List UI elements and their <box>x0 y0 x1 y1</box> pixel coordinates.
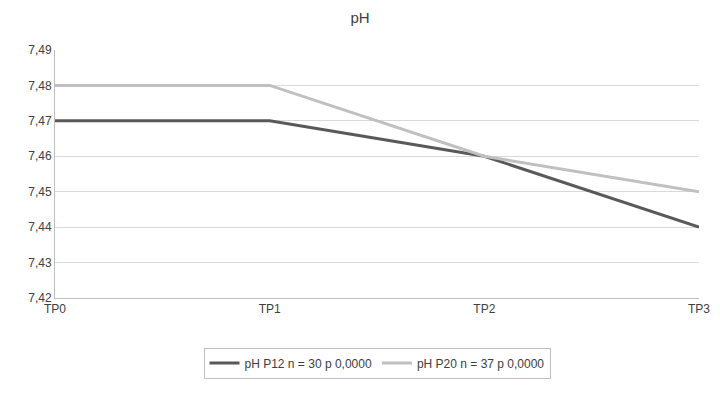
svg-text:7,48: 7,48 <box>28 79 52 93</box>
svg-text:pH P12 n = 30 p 0,0000: pH P12 n = 30 p 0,0000 <box>245 357 372 371</box>
svg-text:pH: pH <box>350 9 369 26</box>
svg-text:pH P20 n = 37 p 0,0000: pH P20 n = 37 p 0,0000 <box>417 357 544 371</box>
svg-text:TP3: TP3 <box>688 302 710 316</box>
svg-text:TP1: TP1 <box>259 302 281 316</box>
svg-text:7,43: 7,43 <box>28 256 52 270</box>
svg-text:7,42: 7,42 <box>28 291 52 305</box>
svg-text:7,45: 7,45 <box>28 185 52 199</box>
svg-text:7,47: 7,47 <box>28 114 52 128</box>
svg-text:TP2: TP2 <box>473 302 495 316</box>
svg-text:7,46: 7,46 <box>28 149 52 163</box>
svg-text:7,44: 7,44 <box>28 220 52 234</box>
svg-text:TP0: TP0 <box>44 302 66 316</box>
svg-text:7,49: 7,49 <box>28 43 52 57</box>
